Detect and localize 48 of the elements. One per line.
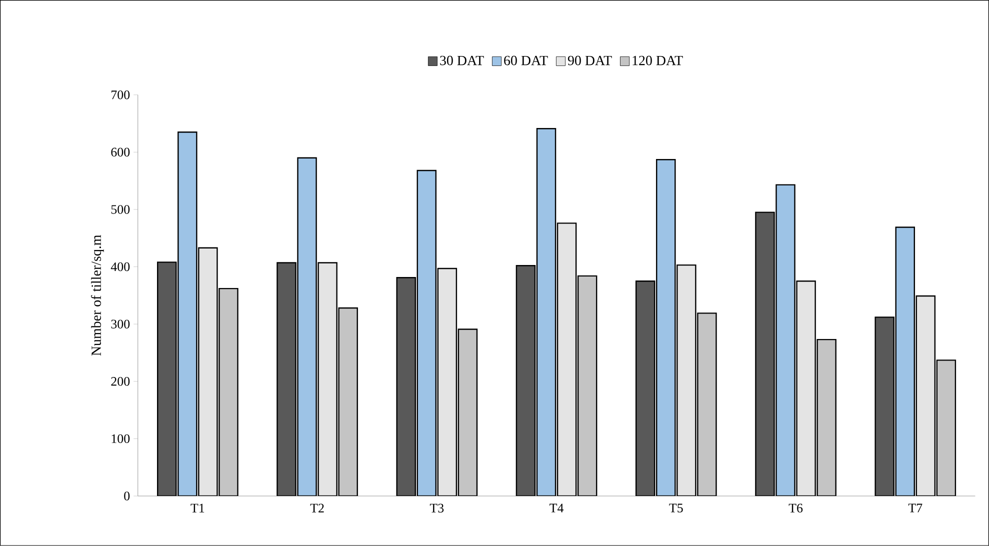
- bar: [656, 159, 676, 496]
- bar: [776, 184, 796, 496]
- bar: [157, 262, 177, 496]
- bar: [198, 247, 218, 496]
- bar: [297, 157, 317, 496]
- y-tick-label: 0: [124, 492, 130, 500]
- y-tick-label: 300: [111, 320, 130, 329]
- y-tick-label: 500: [111, 205, 130, 214]
- x-tick-label: T1: [190, 504, 204, 512]
- bar: [697, 312, 717, 496]
- bar: [936, 360, 956, 496]
- bar: [635, 280, 656, 496]
- bar: [276, 262, 296, 496]
- legend-label: 60 DAT: [504, 56, 548, 66]
- bar: [874, 316, 894, 496]
- bar: [218, 288, 238, 496]
- y-tick-label: 100: [112, 434, 130, 444]
- bar: [178, 132, 198, 496]
- x-tick-label: T2: [310, 504, 324, 512]
- bar: [895, 226, 915, 496]
- y-tick-label: 400: [110, 262, 130, 272]
- bar: [318, 262, 338, 496]
- x-tick-label: T6: [788, 504, 803, 513]
- legend-label: 120 DAT: [632, 56, 683, 66]
- bar: [458, 328, 478, 496]
- bar: [676, 264, 696, 496]
- bar: [755, 212, 775, 496]
- bar: [416, 170, 437, 496]
- bar: [556, 222, 577, 496]
- bar: [437, 268, 458, 496]
- bar: [916, 295, 936, 496]
- bar: [816, 339, 836, 496]
- x-tick-label: T5: [669, 504, 683, 512]
- bar: [796, 280, 816, 496]
- bar: [338, 308, 358, 496]
- bar: [396, 277, 416, 496]
- legend-label: 30 DAT: [440, 56, 484, 66]
- y-tick-label: 200: [111, 377, 130, 386]
- bar: [536, 128, 556, 496]
- legend-label: 90 DAT: [568, 56, 612, 66]
- x-tick-label: T7: [908, 504, 922, 512]
- bar: [577, 275, 598, 496]
- x-tick-label: T3: [430, 504, 444, 513]
- x-tick-label: T4: [550, 504, 564, 512]
- y-axis-title: Number of tiller/sq.m: [91, 235, 104, 356]
- y-tick-label: 700: [112, 90, 130, 100]
- bar: [516, 265, 536, 496]
- y-tick-label: 600: [111, 148, 130, 157]
